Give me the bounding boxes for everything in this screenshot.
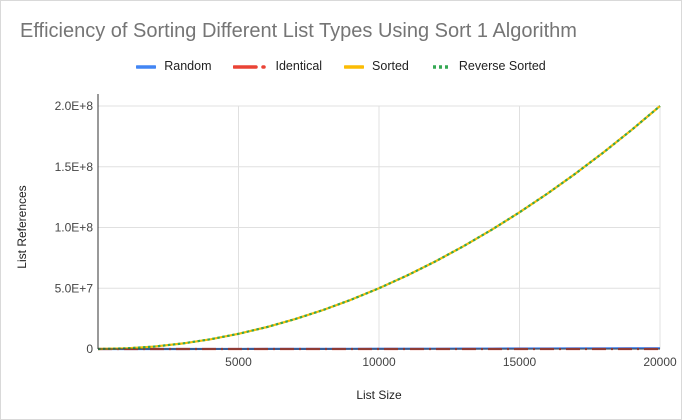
legend-swatch-sorted bbox=[343, 61, 365, 71]
legend-label-reverse-sorted: Reverse Sorted bbox=[458, 59, 546, 73]
series-line-reverse-sorted bbox=[97, 105, 661, 351]
chart-title: Efficiency of Sorting Different List Typ… bbox=[20, 20, 577, 42]
legend: Random Identical Sorted Reverse Sorted bbox=[0, 57, 682, 75]
y-tick-label-1: 5.0E+7 bbox=[55, 281, 94, 295]
legend-item-reverse-sorted[interactable]: Reverse Sorted bbox=[431, 59, 546, 73]
x-tick-label-3: 20000 bbox=[643, 355, 677, 369]
x-tick-label-1: 10000 bbox=[362, 355, 396, 369]
legend-label-random: Random bbox=[164, 59, 212, 73]
y-tick-label-4: 2.0E+8 bbox=[55, 99, 94, 113]
x-tick-label-2: 15000 bbox=[503, 355, 537, 369]
y-tick-label-2: 1.0E+8 bbox=[55, 221, 94, 235]
legend-item-random[interactable]: Random bbox=[135, 59, 212, 73]
x-axis-label: List Size bbox=[356, 388, 402, 402]
legend-item-identical[interactable]: Identical bbox=[232, 59, 323, 73]
y-axis-label: List References bbox=[15, 185, 29, 269]
y-tick-label-0: 0 bbox=[86, 342, 93, 356]
legend-swatch-identical bbox=[232, 61, 267, 71]
legend-label-identical: Identical bbox=[275, 59, 323, 73]
legend-label-sorted: Sorted bbox=[372, 59, 409, 73]
y-tick-label-3: 1.5E+8 bbox=[55, 160, 94, 174]
x-tick-label-0: 5000 bbox=[225, 355, 252, 369]
legend-item-sorted[interactable]: Sorted bbox=[343, 59, 409, 73]
legend-swatch-reverse-sorted bbox=[431, 61, 451, 71]
legend-swatch-random bbox=[135, 61, 157, 71]
